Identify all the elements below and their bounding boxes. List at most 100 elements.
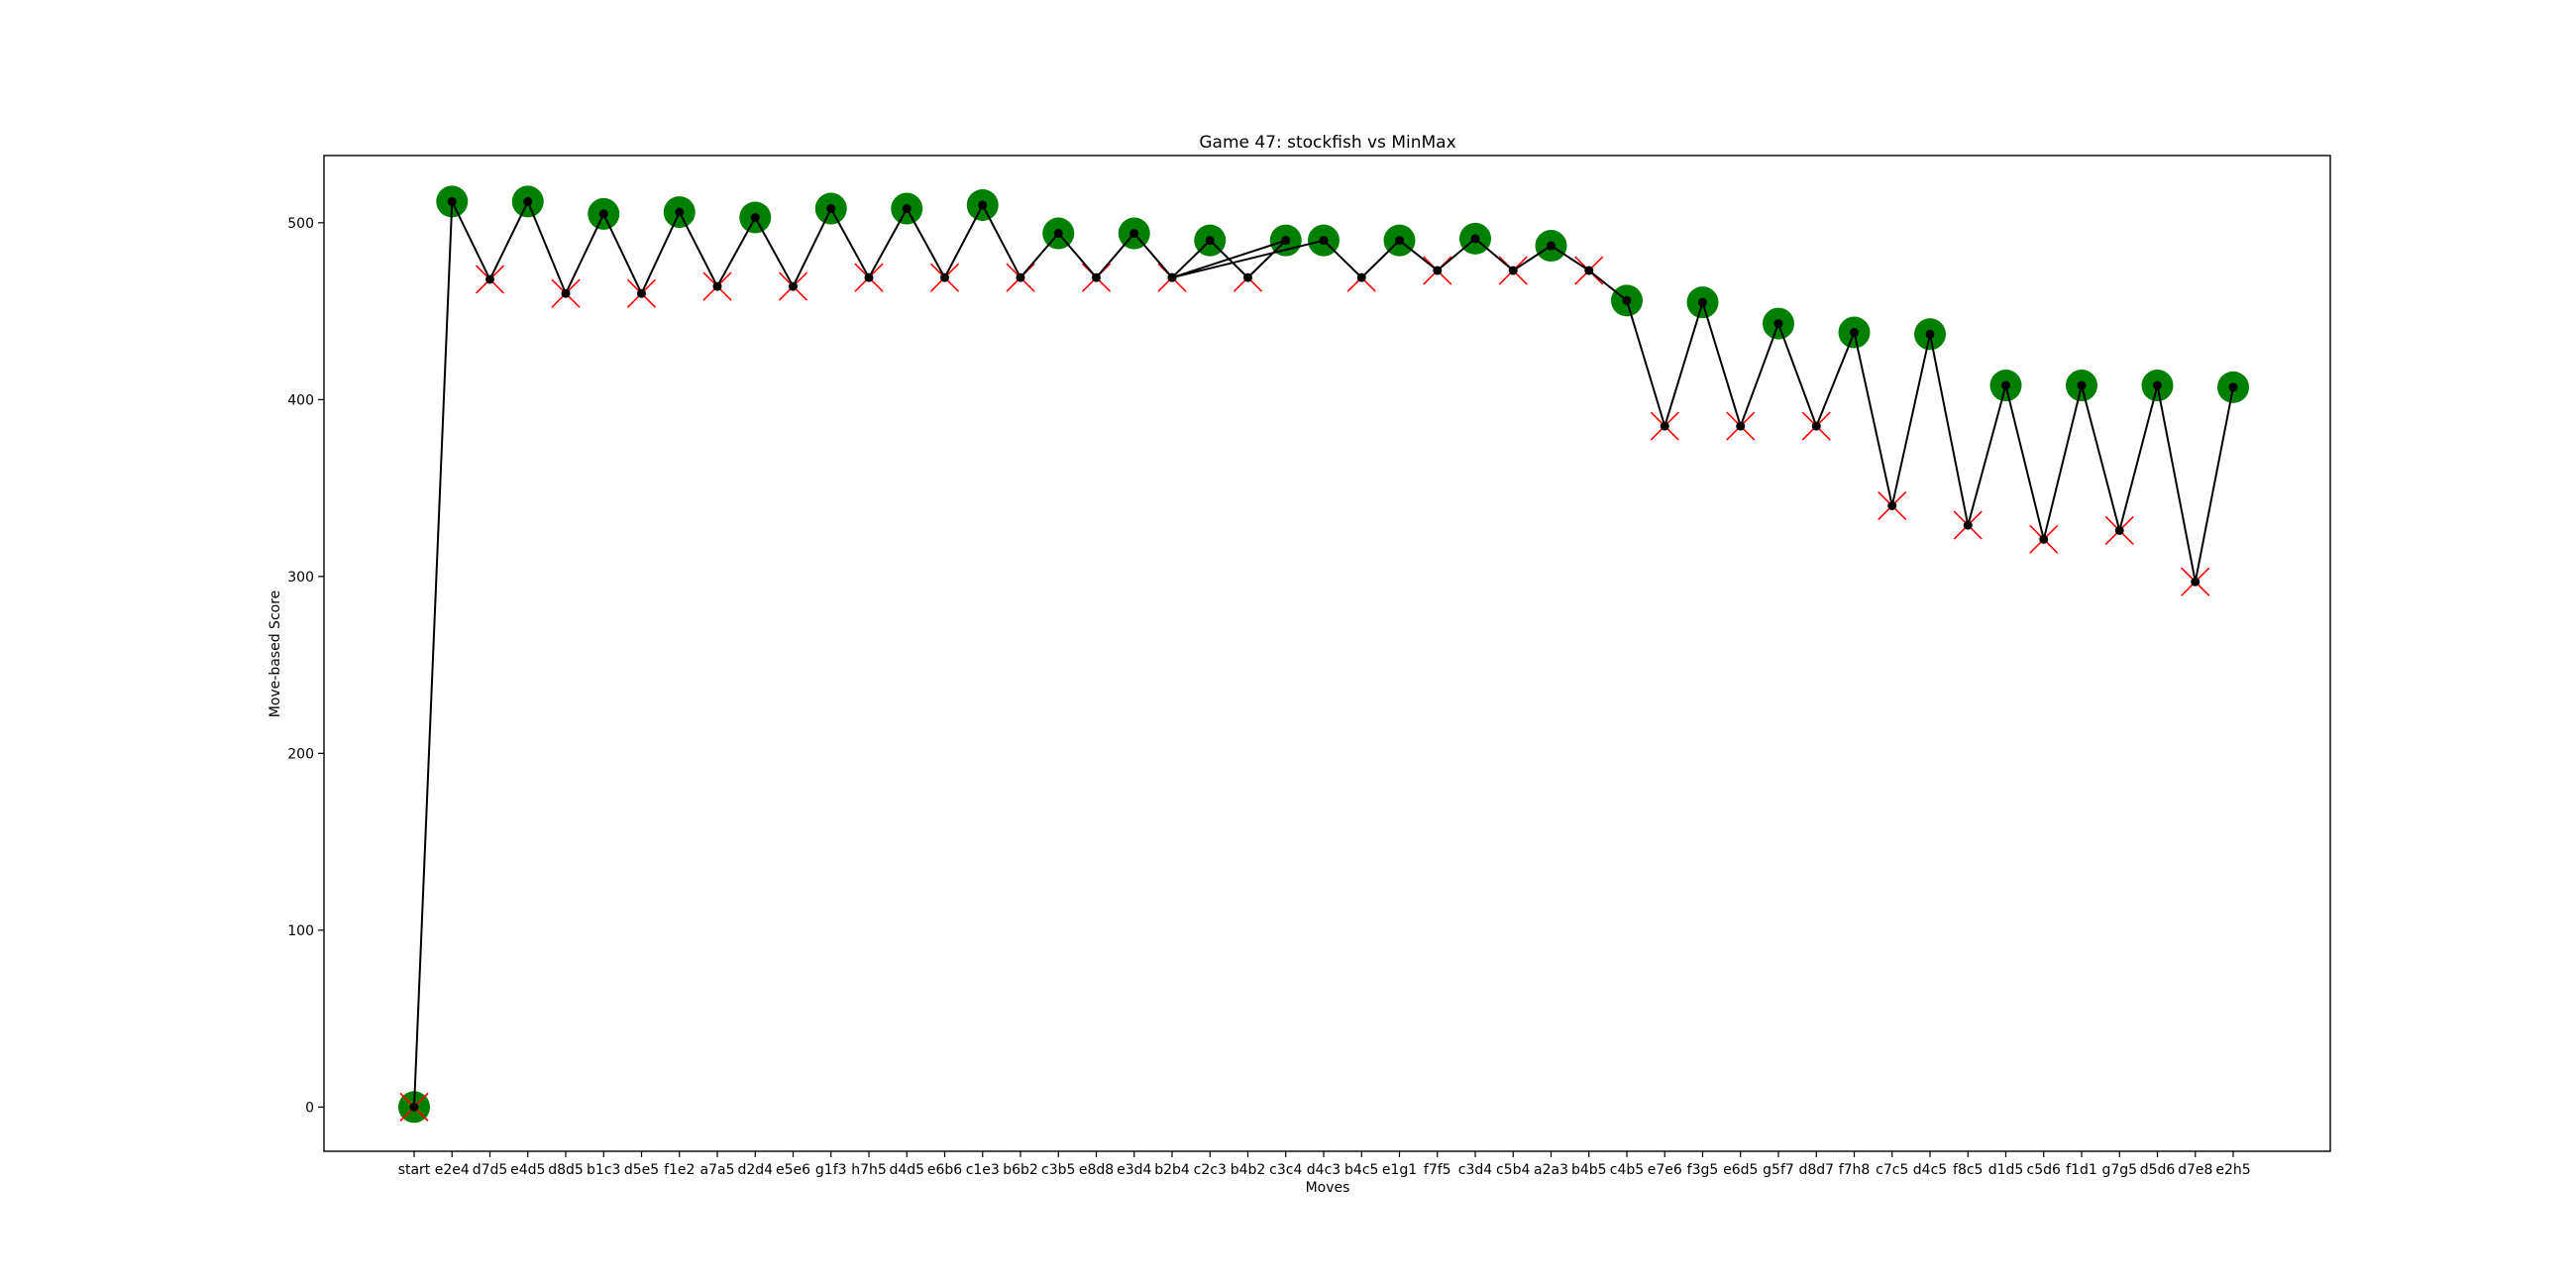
x-tick-label: e6d5	[1723, 1162, 1758, 1178]
y-axis-label: Move-based Score	[268, 590, 283, 718]
score-point	[1622, 295, 1632, 305]
x-tick-label: f7h8	[1839, 1162, 1871, 1178]
score-point	[1281, 236, 1291, 246]
score-point	[1963, 520, 1973, 530]
score-point	[902, 204, 912, 214]
x-tick-label: c4b5	[1610, 1162, 1644, 1178]
x-tick-label: e7e6	[1648, 1162, 1682, 1178]
x-tick-label: c5b4	[1496, 1162, 1530, 1178]
x-tick-label: b6b2	[1003, 1162, 1038, 1178]
score-line	[413, 198, 2234, 1108]
x-tick-label: d5d6	[2140, 1162, 2176, 1178]
score-point	[1129, 229, 1139, 239]
x-tick-label: b4b5	[1571, 1162, 1607, 1178]
score-point	[1925, 329, 1935, 339]
score-point	[675, 207, 685, 217]
score-point	[1698, 297, 1707, 307]
x-axis-label: Moves	[1306, 1180, 1350, 1196]
x-tick-label: d5e5	[624, 1162, 659, 1178]
x-tick-label: c3c4	[1269, 1162, 1302, 1178]
score-point	[2001, 380, 2010, 390]
score-point	[1660, 421, 1669, 431]
score-point	[750, 212, 760, 222]
x-tick-label: d7e8	[2178, 1162, 2212, 1178]
score-point	[940, 272, 949, 282]
score-point	[1092, 272, 1101, 282]
x-tick-label: c1e3	[966, 1162, 1000, 1178]
x-tick-label: g1f3	[815, 1162, 847, 1178]
plot-layer	[398, 185, 2249, 1124]
score-point	[864, 272, 874, 282]
y-tick-label: 300	[287, 570, 314, 586]
x-tick-label: b4b2	[1231, 1162, 1266, 1178]
x-tick-label: f1d1	[2066, 1162, 2097, 1178]
score-point	[561, 288, 571, 298]
y-tick-label: 400	[287, 392, 314, 408]
score-point	[1053, 229, 1063, 239]
score-point	[1850, 328, 1859, 338]
x-tick-label: g5f7	[1763, 1162, 1794, 1178]
score-point	[978, 200, 988, 210]
score-point	[2039, 534, 2049, 544]
x-tick-label: e1g1	[1382, 1162, 1417, 1178]
x-tick-label: e5e6	[776, 1162, 810, 1178]
score-point	[789, 281, 798, 291]
x-tick-label: b2b4	[1154, 1162, 1190, 1178]
score-point	[712, 281, 722, 291]
x-tick-label: start	[398, 1162, 431, 1178]
x-tick-label: d1d5	[1988, 1162, 2024, 1178]
score-point	[1167, 272, 1177, 282]
plot-area	[323, 155, 2331, 1152]
x-tick-label: g7g5	[2101, 1162, 2137, 1178]
score-point	[1016, 272, 1025, 282]
x-tick-label: c7c5	[1876, 1162, 1908, 1178]
x-tick-label: e8d8	[1079, 1162, 1114, 1178]
y-tick-label: 100	[287, 923, 314, 939]
x-tick-label: a7a5	[700, 1162, 735, 1178]
y-tick-label: 500	[287, 216, 314, 232]
x-tick-label: d4c3	[1307, 1162, 1341, 1178]
score-point	[523, 196, 533, 206]
x-tick-label: d2d4	[737, 1162, 773, 1178]
x-tick-label: d8d7	[1798, 1162, 1834, 1178]
x-tick-label: h7h5	[851, 1162, 887, 1178]
x-tick-label: e2e4	[435, 1162, 470, 1178]
score-point	[409, 1102, 419, 1112]
score-point	[2228, 382, 2238, 392]
score-point	[1811, 421, 1821, 431]
score-point	[1433, 266, 1443, 275]
score-point	[1319, 236, 1329, 246]
x-tick-label: c2c3	[1194, 1162, 1227, 1178]
score-point	[598, 209, 608, 219]
x-tick-label: c3b5	[1041, 1162, 1075, 1178]
score-point	[1205, 236, 1215, 246]
chart-title: Game 47: stockfish vs MinMax	[1199, 133, 1455, 153]
x-tick-label: f8c5	[1953, 1162, 1983, 1178]
x-tick-label: e4d5	[510, 1162, 545, 1178]
score-point	[2077, 380, 2087, 390]
x-tick-label: e2h5	[2215, 1162, 2250, 1178]
x-tick-label: d4d5	[889, 1162, 924, 1178]
score-point	[1508, 266, 1518, 275]
x-tick-label: a2a3	[1534, 1162, 1568, 1178]
score-point	[1547, 241, 1556, 251]
x-tick-label: d8d5	[548, 1162, 584, 1178]
score-point	[1584, 266, 1594, 275]
score-point	[826, 204, 836, 214]
x-axis: start e2e4 d7d5 e4d5 d8d5 b1c3 d5e5 f1e2 a7a5 d2d…	[398, 1151, 2251, 1178]
x-tick-label: e6b6	[927, 1162, 962, 1178]
y-axis: 0 100 200 300 400 500	[287, 216, 324, 1116]
score-point	[1736, 421, 1746, 431]
score-point	[1356, 272, 1366, 282]
x-tick-label: b1c3	[587, 1162, 620, 1178]
score-point	[1773, 319, 1783, 329]
x-tick-label: b4c5	[1344, 1162, 1378, 1178]
score-point	[1887, 500, 1897, 510]
x-tick-label: f1e2	[664, 1162, 695, 1178]
score-point	[485, 274, 494, 284]
x-tick-label: c5d6	[2027, 1162, 2061, 1178]
score-point	[1470, 234, 1480, 244]
y-tick-label: 200	[287, 746, 314, 762]
score-point	[1243, 272, 1252, 282]
